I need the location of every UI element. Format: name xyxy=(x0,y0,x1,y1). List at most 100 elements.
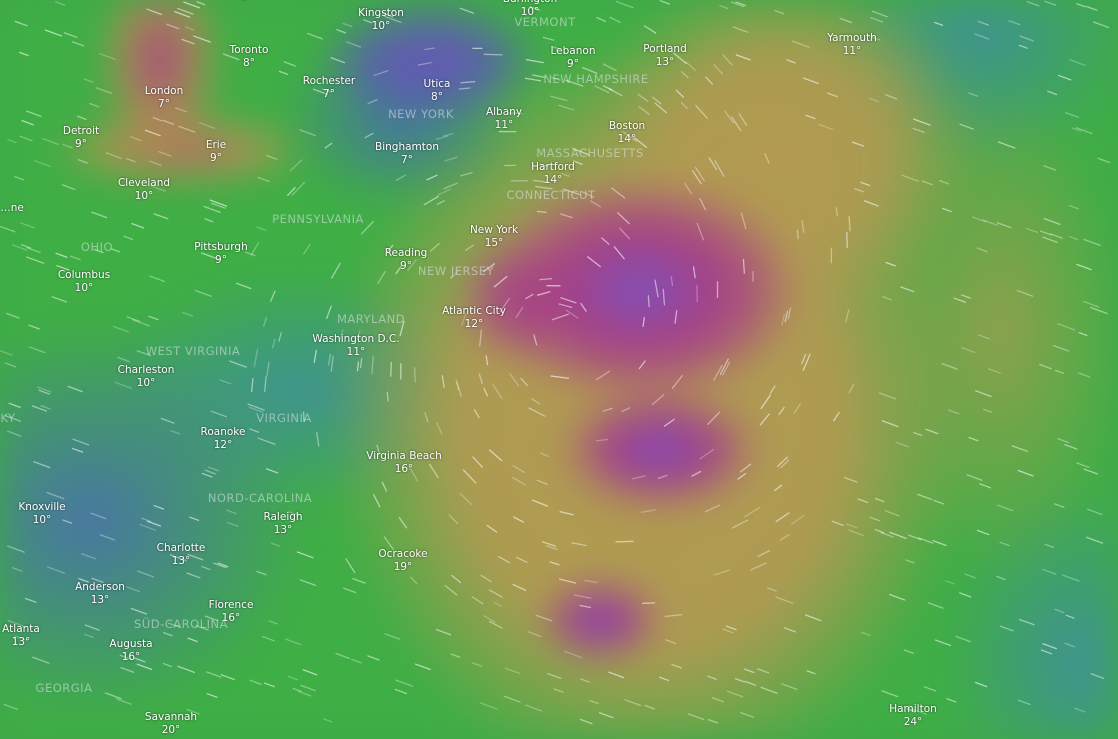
city-label[interactable]: Rochester 7° xyxy=(303,75,356,101)
wind-streak xyxy=(131,223,145,229)
wind-streak xyxy=(186,572,201,579)
city-label[interactable]: Hamilton 24° xyxy=(889,703,937,729)
wind-streak xyxy=(115,698,132,705)
city-temperature: 16° xyxy=(394,463,414,475)
wind-streak xyxy=(1054,608,1065,614)
city-label[interactable]: Boston 14° xyxy=(609,120,645,146)
city-label[interactable]: New York 15° xyxy=(470,224,518,250)
wind-streak xyxy=(63,32,78,38)
wind-streak xyxy=(665,639,677,644)
wind-streak xyxy=(695,104,708,119)
city-label[interactable]: Washington D.C. 11° xyxy=(312,333,399,359)
wind-streak xyxy=(545,545,558,550)
wind-streak xyxy=(55,1,66,6)
wind-streak xyxy=(4,415,22,422)
wind-streak xyxy=(386,244,394,253)
wind-streak xyxy=(714,160,725,177)
wind-streak xyxy=(835,207,838,217)
city-name: Charlotte xyxy=(156,542,206,554)
city-label[interactable]: Albany 11° xyxy=(486,106,522,132)
city-temperature: 8° xyxy=(431,91,443,103)
wind-streak xyxy=(905,559,915,564)
city-label[interactable]: Knoxville 10° xyxy=(18,501,65,527)
wind-streak xyxy=(67,385,83,393)
wind-streak xyxy=(708,157,718,170)
wind-streak xyxy=(119,654,133,661)
wind-streak xyxy=(480,574,492,583)
wind-streak xyxy=(804,614,822,622)
city-label[interactable]: Atlanta 13° xyxy=(2,623,40,649)
wind-streak xyxy=(843,476,858,483)
wind-streak xyxy=(572,147,591,156)
city-label[interactable]: Savannah 20° xyxy=(145,711,197,737)
wind-streak xyxy=(1085,536,1104,544)
city-label[interactable]: Augusta 16° xyxy=(109,638,152,664)
city-label[interactable]: Hartford 14° xyxy=(531,161,575,187)
city-label[interactable]: Charlotte 13° xyxy=(157,542,206,568)
city-label[interactable]: 6° xyxy=(241,0,253,4)
wind-streak xyxy=(942,207,952,213)
wind-streak xyxy=(450,270,459,280)
city-temperature: 16° xyxy=(221,612,241,624)
wind-streak xyxy=(136,570,155,578)
city-label[interactable]: Erie 9° xyxy=(206,139,226,165)
city-label[interactable]: Charleston 10° xyxy=(118,364,175,390)
city-label[interactable]: Detroit 9° xyxy=(63,125,99,151)
wind-streak xyxy=(1076,263,1092,271)
wind-streak xyxy=(84,624,100,631)
city-name: Reading xyxy=(384,247,428,259)
city-label[interactable]: Ocracoke 19° xyxy=(378,548,427,574)
wind-streak xyxy=(448,514,459,525)
city-label[interactable]: Kingston 10° xyxy=(358,7,404,33)
city-label[interactable]: …ne xyxy=(0,202,24,215)
wind-streak xyxy=(786,59,796,64)
city-label[interactable]: Anderson 13° xyxy=(75,581,125,607)
wind-streak xyxy=(26,247,41,254)
wind-streak xyxy=(516,556,528,563)
wind-streak xyxy=(1083,300,1100,308)
wind-streak xyxy=(178,125,196,133)
city-label[interactable]: Utica 8° xyxy=(424,78,451,104)
wind-streak xyxy=(549,95,568,102)
city-label[interactable]: Portland 13° xyxy=(643,43,687,69)
city-label[interactable]: Yarmouth 11° xyxy=(827,32,877,58)
wind-streak xyxy=(132,319,150,327)
wind-streak xyxy=(640,509,656,514)
wind-streak xyxy=(56,265,70,271)
wind-streak xyxy=(150,185,166,192)
wind-streak xyxy=(248,406,264,413)
city-label[interactable]: London 7° xyxy=(145,85,184,111)
city-label[interactable]: Virginia Beach 16° xyxy=(366,450,441,476)
city-label[interactable]: Pittsburgh 9° xyxy=(194,241,248,267)
wind-streak xyxy=(685,61,696,71)
city-label[interactable]: Columbus 10° xyxy=(58,269,110,295)
wind-streak xyxy=(654,102,668,114)
city-label[interactable]: Lebanon 9° xyxy=(551,45,596,71)
wind-streak xyxy=(979,483,992,489)
wind-streak xyxy=(791,515,804,525)
city-label[interactable]: Burlington10° xyxy=(503,0,558,19)
wind-streak xyxy=(28,324,40,330)
city-label[interactable]: Florence 16° xyxy=(209,599,254,625)
city-label[interactable]: Raleigh 13° xyxy=(263,511,302,537)
city-temperature: 10° xyxy=(957,0,976,2)
wind-streak xyxy=(458,87,471,90)
city-label[interactable]: Atlantic City 12° xyxy=(442,305,506,331)
city-name: Savannah xyxy=(144,711,198,723)
wind-streak xyxy=(531,398,541,405)
wind-streak xyxy=(796,229,799,240)
wind-streak xyxy=(407,259,417,271)
city-temperature: 10° xyxy=(136,377,156,389)
city-label[interactable]: Toronto 8° xyxy=(230,44,269,70)
city-label[interactable]: 10° xyxy=(957,0,976,2)
city-label[interactable]: Roanoke 12° xyxy=(201,426,246,452)
city-label[interactable]: Reading 9° xyxy=(385,247,428,273)
wind-streak xyxy=(707,675,717,680)
wind-streak xyxy=(136,350,152,357)
wind-streak xyxy=(1061,574,1080,582)
city-label[interactable]: Binghamton 7° xyxy=(375,141,439,167)
city-label[interactable]: Cleveland 10° xyxy=(118,177,170,203)
wind-streak xyxy=(722,54,733,66)
wind-streak xyxy=(450,653,461,658)
